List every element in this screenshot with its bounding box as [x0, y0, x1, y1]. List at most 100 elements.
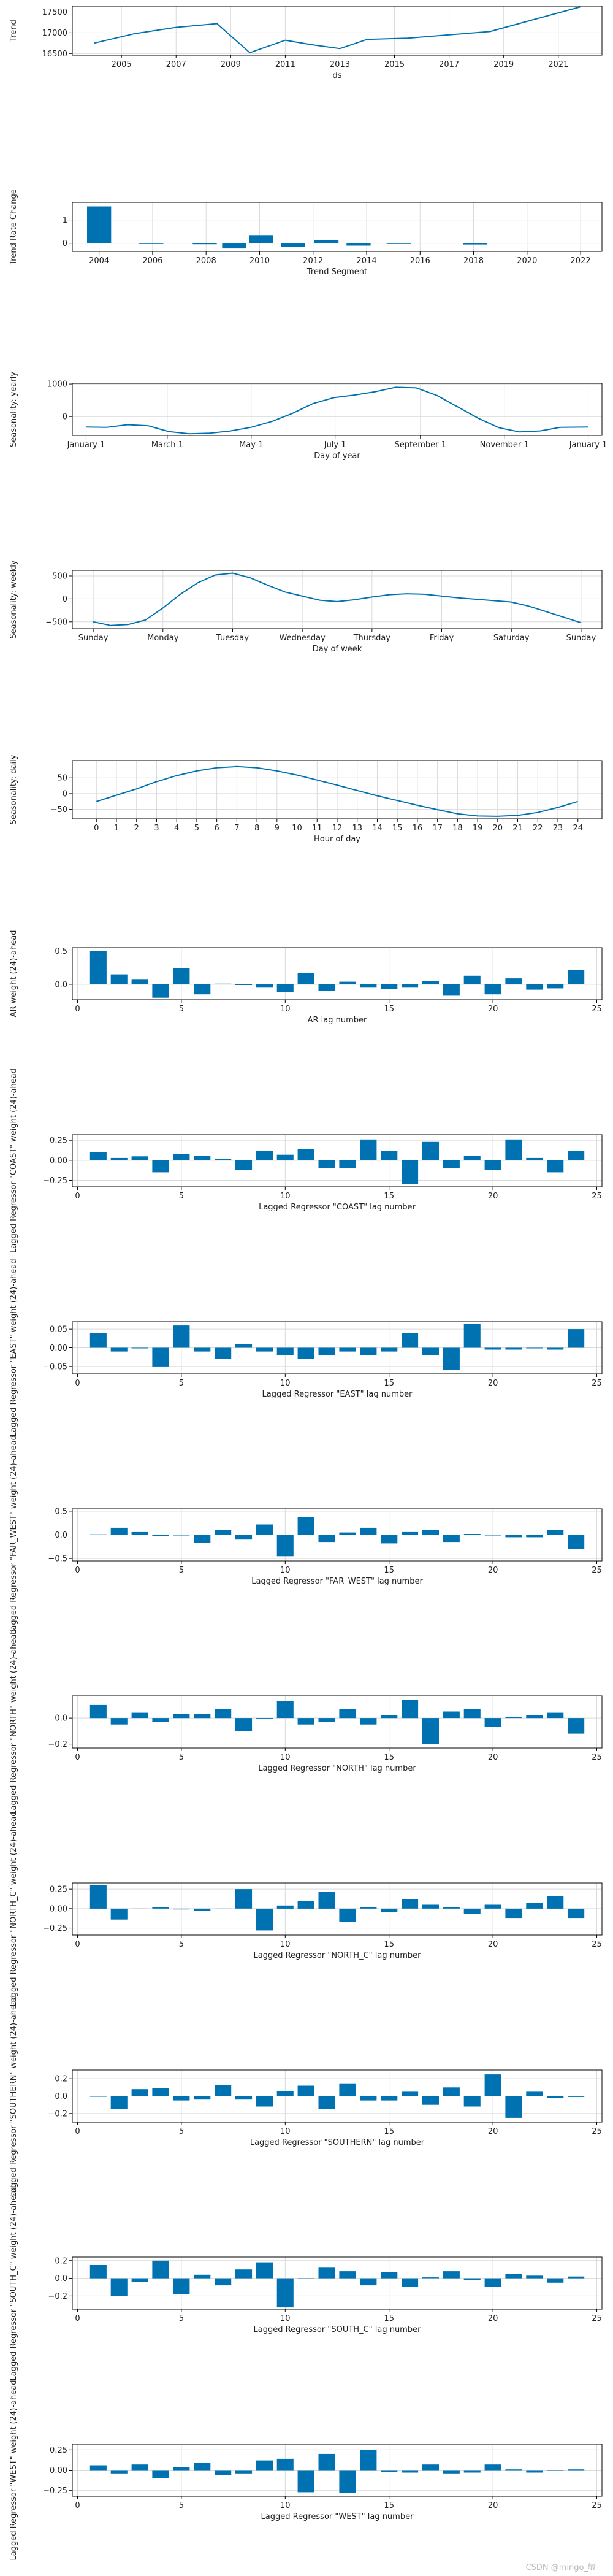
- x-tick-label: 25: [592, 2501, 602, 2510]
- y-tick-label: 0.25: [50, 2446, 67, 2455]
- bar: [443, 2271, 460, 2279]
- bar: [89, 2465, 107, 2471]
- bar: [152, 1535, 169, 1536]
- bar: [276, 984, 294, 992]
- bar: [360, 984, 377, 988]
- chart-south_c: 0 5 10 15 20 25 −0.2 0.0 0.2 Lagged Regressor "SO…: [9, 2186, 603, 2380]
- chart-east: 0 5 10 15 20 25 −0.05 0.00 0.05 Lagged Regressor …: [9, 1259, 603, 1436]
- y-tick-label: 0.00: [50, 1344, 67, 1353]
- bar: [256, 1151, 273, 1160]
- x-tick-label: 25: [592, 1379, 602, 1388]
- x-tick-label: 16: [413, 824, 423, 833]
- y-axis-label: Seasonality: weekly: [9, 560, 18, 638]
- y-tick-label: 0: [63, 239, 67, 248]
- bar: [194, 1908, 211, 1911]
- x-tick-label: November 1: [480, 440, 529, 450]
- bar: [256, 1347, 273, 1352]
- bar: [505, 2274, 522, 2279]
- x-tick-label: 3: [154, 824, 159, 833]
- bar: [131, 2278, 148, 2282]
- bar: [463, 2470, 481, 2473]
- bar: [339, 2271, 356, 2279]
- y-tick-label: 0.25: [50, 1137, 67, 1146]
- x-tick-label: 5: [179, 1005, 184, 1014]
- bar: [443, 2470, 460, 2474]
- bar: [360, 1347, 377, 1355]
- x-tick-label: 21: [512, 824, 523, 833]
- chart-seasonality_weekly: Sunday Monday Tuesday Wednesday Thursday Frid…: [9, 560, 603, 654]
- x-tick-label: 0: [75, 1379, 80, 1388]
- bar: [256, 1718, 273, 1719]
- bar: [339, 2470, 356, 2493]
- y-tick-label: 17000: [42, 29, 67, 38]
- bar: [173, 1325, 190, 1348]
- bar: [194, 1347, 211, 1352]
- y-tick-label: −0.25: [43, 1176, 67, 1186]
- x-tick-label: 5: [179, 1379, 184, 1388]
- x-tick-label: 15: [384, 1379, 394, 1388]
- x-tick-label: 20: [488, 1566, 498, 1575]
- bar: [235, 2269, 253, 2279]
- bar: [235, 2096, 253, 2100]
- bar: [463, 1709, 481, 1719]
- bar: [110, 2470, 128, 2474]
- y-tick-label: 17500: [42, 8, 67, 17]
- bar: [235, 2470, 253, 2474]
- bar: [276, 1905, 294, 1909]
- y-tick-label: 0.00: [50, 1904, 67, 1914]
- y-tick-label: 50: [57, 774, 67, 783]
- bar: [547, 1160, 564, 1173]
- y-axis-label: Lagged Regressor "WEST" weight (24)-ahea…: [9, 2380, 18, 2561]
- bar: [526, 1535, 543, 1538]
- x-tick-label: Wednesday: [280, 634, 326, 643]
- bar: [443, 1907, 460, 1909]
- bar: [89, 1152, 107, 1160]
- chart-seasonality_yearly: January 1 March 1 May 1 July 1 September 1 No…: [9, 372, 607, 461]
- bar: [443, 1711, 460, 1719]
- bar: [297, 2085, 314, 2096]
- bar: [463, 1908, 481, 1914]
- x-tick-label: 2020: [517, 256, 537, 266]
- x-tick-label: 20: [488, 1005, 498, 1014]
- bar: [297, 2470, 314, 2493]
- bar: [381, 2470, 398, 2472]
- x-axis-label: Lagged Regressor "NORTH_C" lag number: [254, 1951, 422, 1960]
- bar: [276, 1701, 294, 1719]
- y-tick-label: −0.2: [48, 1740, 67, 1749]
- x-tick-label: 15: [384, 1940, 394, 1949]
- bar: [386, 243, 411, 244]
- x-tick-label: 15: [384, 2501, 394, 2510]
- bar: [422, 981, 439, 984]
- bar: [297, 1347, 314, 1359]
- x-axis-label: Lagged Regressor "COAST" lag number: [259, 1203, 416, 1212]
- x-tick-label: 10: [280, 1192, 291, 1201]
- bar: [402, 1333, 419, 1348]
- bar: [526, 1157, 543, 1160]
- x-tick-label: 2012: [303, 256, 323, 266]
- bar: [194, 2463, 211, 2471]
- chart-ar: 0 5 10 15 20 25 0.0 0.5 AR lag number AR weight (…: [9, 930, 603, 1025]
- x-tick-label: 10: [280, 1566, 291, 1575]
- x-tick-label: September 1: [395, 440, 446, 450]
- y-tick-label: 0: [63, 595, 67, 604]
- x-tick-label: 19: [473, 824, 483, 833]
- series-line: [94, 6, 581, 54]
- x-tick-label: May 1: [239, 440, 263, 450]
- x-tick-label: Sunday: [566, 634, 596, 643]
- bar: [568, 1908, 585, 1919]
- bar: [526, 1903, 543, 1909]
- bar: [194, 1535, 211, 1543]
- x-tick-label: 2006: [142, 256, 162, 266]
- y-axis-label: Lagged Regressor "FAR_WEST" weight (24)-…: [9, 1435, 18, 1635]
- bar: [381, 984, 398, 989]
- bar: [463, 1324, 481, 1348]
- bar: [194, 1156, 211, 1160]
- bar: [547, 1347, 564, 1350]
- bar: [173, 1535, 190, 1536]
- bar: [318, 1160, 335, 1168]
- y-tick-label: −0.5: [48, 1555, 67, 1564]
- y-tick-label: 0: [63, 789, 67, 799]
- x-tick-label: 25: [592, 1005, 602, 1014]
- x-axis-label: ds: [332, 71, 341, 80]
- chart-west: 0 5 10 15 20 25 −0.25 0.00 0.25 Lagged Regressor …: [9, 2380, 603, 2561]
